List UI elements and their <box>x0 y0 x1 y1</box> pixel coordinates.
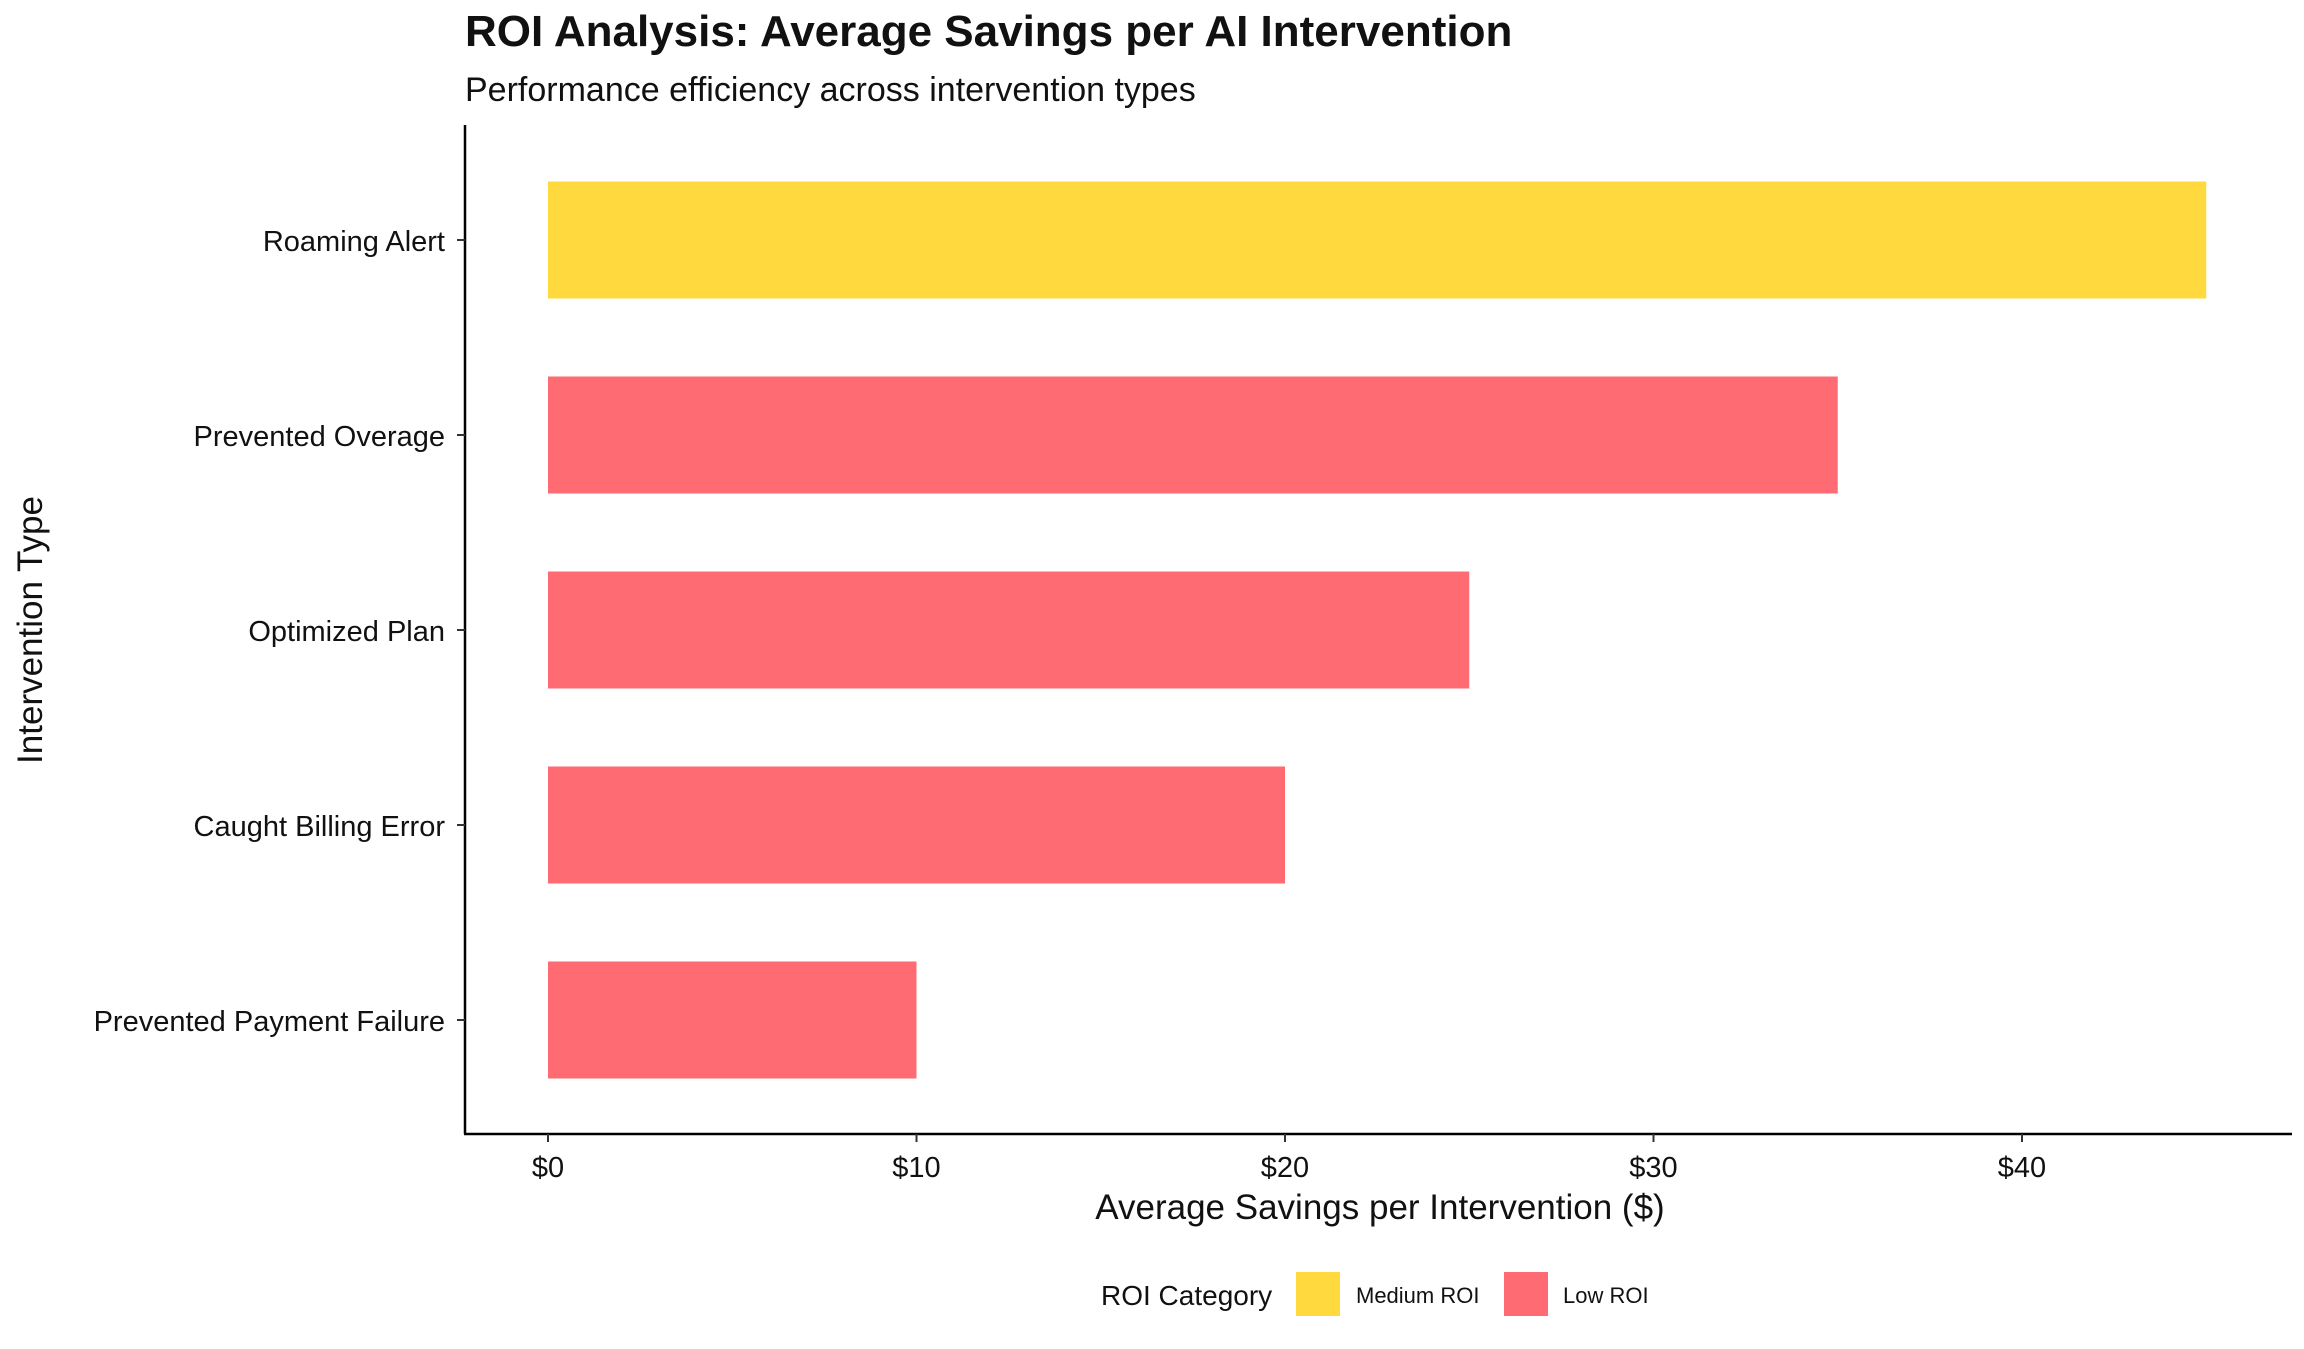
y-tick-label-optimized-plan: Optimized Plan <box>248 616 445 648</box>
y-ticks-layer: Roaming Alert Prevented Overage Optimized … <box>94 226 465 1038</box>
x-tick-label-20: $20 <box>1261 1152 1309 1184</box>
x-tick-label-40: $40 <box>1998 1152 2046 1184</box>
chart-title: ROI Analysis: Average Savings per AI Int… <box>465 7 1512 56</box>
bar-roaming-alert <box>548 181 2207 299</box>
bar-caught-billing-error <box>548 766 1285 884</box>
x-axis-title: Average Savings per Intervention ($) <box>1095 1188 1664 1227</box>
x-tick-label-30: $30 <box>1629 1152 1677 1184</box>
y-tick-label-caught-billing-error: Caught Billing Error <box>194 811 446 843</box>
legend: ROI Category Medium ROI Low ROI <box>1101 1272 1649 1316</box>
bars-layer <box>548 181 2207 1079</box>
chart-subtitle: Performance efficiency across interventi… <box>465 71 1196 109</box>
bar-prevented-overage <box>548 376 1838 494</box>
y-tick-label-prevented-payment-failure: Prevented Payment Failure <box>94 1006 445 1038</box>
legend-swatch-low-roi <box>1504 1272 1548 1316</box>
y-tick-label-roaming-alert: Roaming Alert <box>263 226 445 258</box>
x-ticks-layer: $0 $10 $20 $30 $40 <box>532 1134 2046 1184</box>
bar-optimized-plan <box>548 571 1470 689</box>
legend-label-medium-roi: Medium ROI <box>1356 1283 1479 1308</box>
legend-title: ROI Category <box>1101 1280 1272 1311</box>
x-tick-label-10: $10 <box>892 1152 940 1184</box>
y-tick-label-prevented-overage: Prevented Overage <box>194 421 445 453</box>
y-axis-title: Intervention Type <box>11 496 50 764</box>
x-tick-label-0: $0 <box>532 1152 564 1184</box>
legend-label-low-roi: Low ROI <box>1563 1283 1649 1308</box>
bar-prevented-payment-failure <box>548 961 917 1079</box>
legend-swatch-medium-roi <box>1296 1272 1340 1316</box>
